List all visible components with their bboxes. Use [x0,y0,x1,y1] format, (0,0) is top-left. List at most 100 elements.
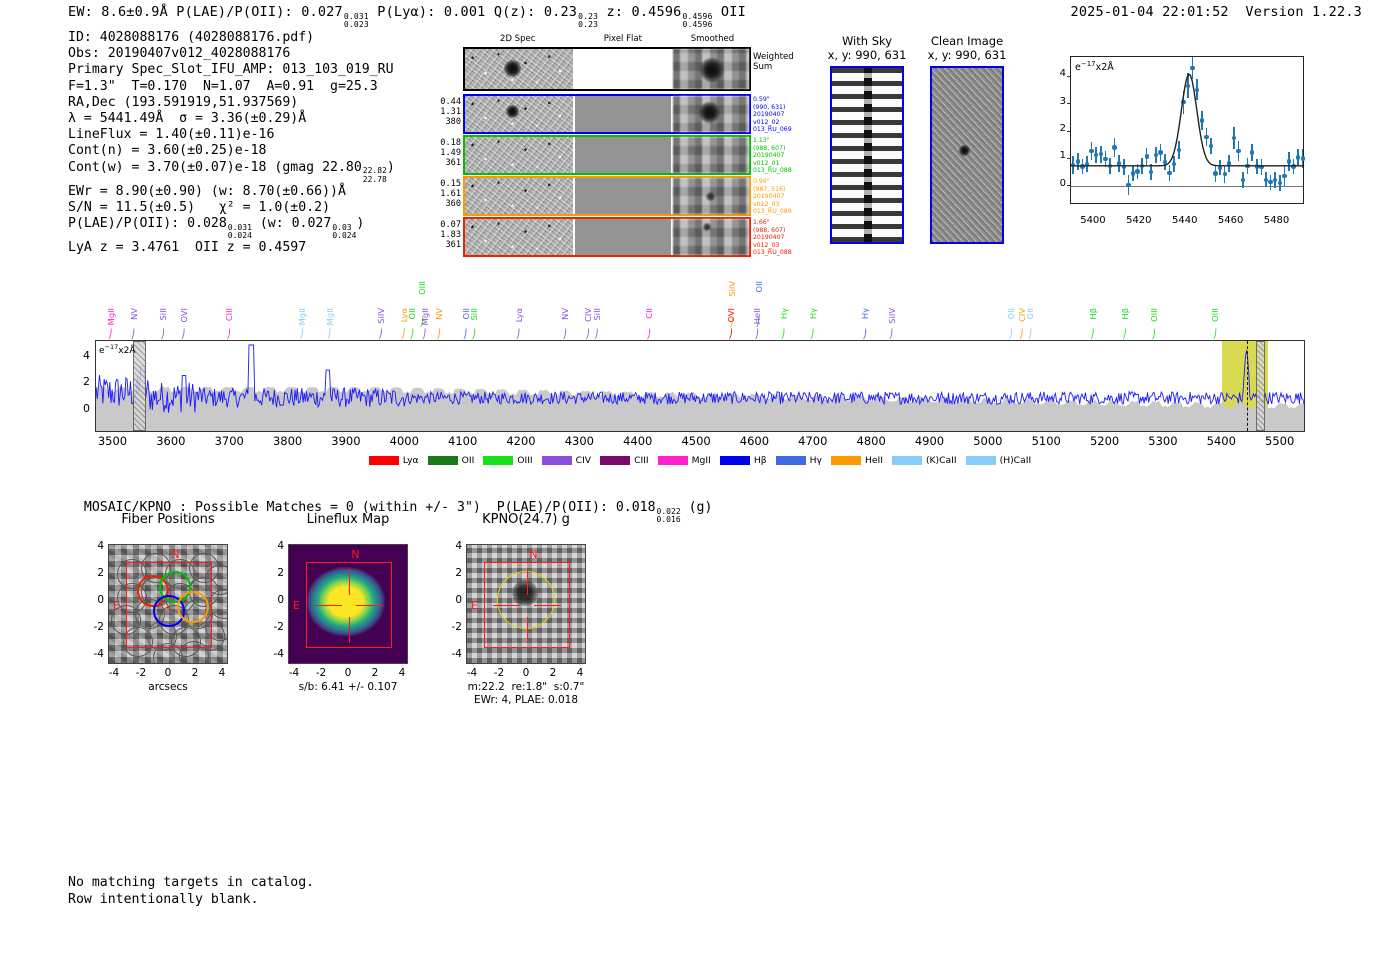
legend-item-OIII: OIII [483,455,533,466]
east-label: E [113,599,120,612]
spectrum-line-label-H-26: Hγ [860,308,871,320]
legend-item-MgII: MgII [657,455,711,466]
info-redshifts: LyA z = 3.4761 OII z = 0.4597 [68,240,307,256]
montage-right-value: 1.13" [753,137,770,144]
spectrum-line-label-SiII-18: SiII [591,308,602,321]
montage-left-value: 0.07 [440,220,461,230]
spectrum-line-bracket: ⎠ [418,318,425,328]
info-plae-lo: 0.024 [227,231,252,241]
header-plae-hi: 0.031 [343,11,369,21]
spectrum-line-bracket: ⎠ [298,330,305,340]
data-point [1240,177,1246,182]
spectrum-line-bracket: ⎠ [888,330,894,340]
spectrum-x-tick-3900: 3900 [331,434,361,448]
spectrum-x-tick-5400: 5400 [1206,434,1236,448]
legend-swatch [657,455,688,465]
data-point [1227,161,1232,166]
montage-right-value: v012_03 [753,200,780,208]
spectrum-x-tick-4100: 4100 [448,434,478,448]
legend-label: Hβ [753,454,767,466]
montage-smoothed-blob-2 [706,192,716,202]
spectrum-x-tick-3600: 3600 [156,434,186,448]
spectrum-line-label-H-31: Hβ [1087,308,1098,320]
montage-right-value: 013_RU_089 [753,208,792,216]
legend-swatch [483,455,514,465]
montage-right-value: 0.59" [753,96,770,103]
data-point [1149,169,1154,175]
weighted-sum-label: Weighted Sum [753,52,794,72]
cutout-y-tick-2: 0 [97,594,104,606]
spectrum-line-bracket: ⎠ [159,330,166,340]
spectrum-line-label-OII-9: OII [407,308,418,320]
montage-left-value: 1.61 [440,189,461,200]
two-d-spec-montage: 2D Spec Pixel Flat Smoothed Weighted Sum 0.4… [430,34,794,257]
cutout-x-tick-4: 4 [218,667,226,679]
spectrum-x-tick-4700: 4700 [798,434,828,448]
detection-window-hatch [1255,341,1266,431]
montage-row-0 [463,94,751,134]
spectrum-x-tick-4500: 4500 [681,434,711,448]
fiber-circle-18 [195,621,225,651]
center-marker: + [165,603,172,614]
info-lineflux: LineFlux = 1.40(±0.11)e-16 [68,127,275,143]
detection-marker-line [1246,341,1248,431]
cutout-image-fibers: + N E [108,544,228,664]
spectrum-x-tick-5200: 5200 [1089,434,1120,448]
x-tick-5400: 5400 [1080,215,1106,226]
legend-swatch [427,455,458,465]
spectrum-x-tick-5100: 5100 [1031,434,1061,448]
data-point [1126,182,1131,188]
cutout-red-box [126,562,212,648]
montage-row-right-labels-3: 1.66" (988, 607) 20190407 v012_03 013_RU_088 [753,219,793,257]
montage-row-right-labels-0: 0.59" (990, 631) 20190407 v012_02 013_RU_069 [753,96,793,134]
thumb-subtitle-sky: x, y: 990, 631 [827,48,907,62]
data-point [1277,180,1282,186]
legend-item-KCaII: (K)CaII [891,455,957,466]
spectrum-line-label-H-32: Hβ [1120,308,1130,320]
montage-weighted-sum-row [463,47,751,91]
data-point [1208,143,1214,149]
legend-swatch [368,455,399,465]
spectrum-line-label-OIII-10: OIII [417,281,428,295]
montage-row-right-labels-1: 1.13" (988, 607) 20190407 v012_01 013_RU_088 [753,137,793,175]
spectrum-legend: Lyα OII OIII CIV CIII MgII Hβ Hγ HeII (K)CaII (H)C… [95,453,1305,467]
cutout-panel-fibers: Fiber Positions + N E 4 2 0 -2 -4 -4 -2 0 2 4 arcsecs [80,512,256,727]
fiber-circle-highlight-orange [177,591,209,623]
mosaic-kpno-match-line: MOSAIC/KPNO : Possible Matches = 0 (with… [68,485,713,524]
spectrum-line-bracket: ⎠ [645,330,652,340]
spectrum-line-bracket: ⎠ [1121,330,1127,340]
data-point [1116,161,1122,166]
cutout-panel-kpno: KPNO(24.7) g N E 4 2 0 -2 -4 -4 -2 0 2 4 m:22.2 re:1.… [438,512,614,727]
cutout-y-tick-1: 2 [277,567,284,579]
montage-row-1 [463,135,751,175]
spectrum-x-tick-5300: 5300 [1148,434,1178,448]
spectrum-line-label-SiII-2: SiII [158,308,169,321]
data-point [1158,150,1163,155]
spectrum-line-bracket: ⎠ [326,330,332,340]
legend-item-HeII: HeII [830,455,883,466]
spectrum-line-label-MgII-0: MgII [105,308,116,326]
cutout-x-tick-0: -4 [108,667,120,679]
image-thumbnails: With Sky x, y: 990, 631 Clean Image x, y: 9… [820,34,1020,249]
clean-image-source-blob [958,144,970,156]
data-point [1300,156,1305,161]
spectrum-line-bracket: ⎠ [435,330,442,340]
info-cont-w-hi: 22.82 [362,166,387,176]
legend-label: Lyα [402,454,419,466]
legend-swatch [775,455,806,465]
spectrum-line-label-OIII-34: OIII [1210,308,1221,322]
cutout-x-tick-3: 2 [191,667,199,679]
montage-right-value: (988, 607) [753,144,786,152]
spectrum-line-bracket: ⎠ [225,330,232,340]
spectrum-line-label-OIII-33: OIII [1149,308,1160,322]
cutout-panel-lineflux: Lineflux Map N E 4 2 0 -2 -4 -4 -2 0 2 4 s/b: 6.41 +/… [260,512,436,727]
spectrum-line-bracket: ⎠ [470,330,477,340]
cutout-y-tick-0: 4 [97,540,104,552]
cutout-x-tick-1: -2 [493,667,505,679]
data-point [1272,177,1278,182]
montage-right-value: 013_RU_069 [753,126,792,134]
spectrum-line-bracket: ⎠ [753,330,760,340]
info-cont-w: Cont(w) = 3.70(±0.07)e-18 (gmag 22.80 22.… [68,160,395,184]
crosshair-right [534,605,561,607]
info-plae-prefix: P(LAE)/P(OII): 0.028 [68,216,227,232]
